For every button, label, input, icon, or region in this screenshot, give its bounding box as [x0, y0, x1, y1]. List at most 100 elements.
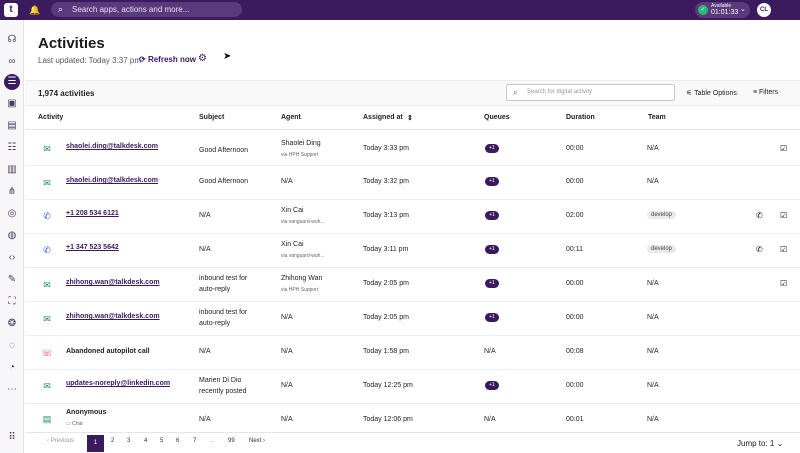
jump-value: 1	[769, 439, 775, 448]
phone-call-icon[interactable]: ✆	[756, 245, 763, 254]
activity-contact[interactable]: +1 347 523 5642	[66, 244, 119, 251]
queues-badge[interactable]: +1	[485, 381, 499, 390]
table-row[interactable]: ✆ +1 347 523 5642 N/A Xin Cai via vangua…	[25, 234, 800, 268]
available-status-icon: ✓	[698, 5, 708, 15]
table-row[interactable]: ✉ updates-noreply@linkedin.com Marien Di…	[25, 370, 800, 404]
queues-badge[interactable]: +1	[485, 245, 499, 254]
column-team[interactable]: Team	[648, 114, 666, 121]
page-button[interactable]: 7	[193, 438, 197, 444]
queues-badge[interactable]: +1	[485, 144, 499, 153]
more-icon[interactable]: ⋯	[7, 384, 17, 395]
activity-channel: ▭ Chat	[66, 421, 83, 427]
refresh-now-button[interactable]: ⟳ Refresh now	[139, 55, 196, 64]
global-search[interactable]: ⌕ Search apps, actions and more...	[51, 2, 242, 17]
agent-via: via HPH Support	[281, 152, 319, 158]
team: N/A	[647, 416, 659, 423]
page-button[interactable]: 4	[144, 438, 148, 444]
status-selector[interactable]: ✓ Available 01:01:33 ⌄	[695, 2, 750, 18]
team: N/A	[647, 314, 659, 321]
table-row[interactable]: ✉ zhihong.wan@talkdesk.com inbound test …	[25, 302, 800, 336]
sliders-icon: ⚟	[686, 90, 695, 97]
page-ellipsis: ...	[210, 438, 216, 444]
knowledge-book-icon[interactable]: ▥	[7, 164, 17, 175]
subject: Marien Di Dio	[199, 377, 242, 384]
agent-name: N/A	[281, 348, 293, 355]
page-button[interactable]: 1	[87, 435, 104, 452]
users-icon[interactable]: ☷	[7, 142, 17, 153]
subject: inbound test for	[199, 275, 248, 282]
next-page-button[interactable]: Next ›	[249, 438, 265, 444]
table-row[interactable]: ▤ Anonymous ▭ Chat N/A N/A Today 12:06 p…	[25, 404, 800, 432]
column-assigned-at[interactable]: Assigned at	[363, 114, 403, 121]
gear-icon[interactable]: ⚙	[198, 53, 207, 64]
assigned-at: Today 1:58 pm	[363, 348, 409, 355]
filters-button[interactable]: ≡ Filters	[753, 89, 778, 96]
table-row[interactable]: ✉ shaolei.ding@talkdesk.com Good Afterno…	[25, 132, 800, 166]
previous-page-button[interactable]: ‹ Previous	[47, 438, 74, 444]
edit-icon[interactable]: ✎	[7, 274, 17, 285]
activity-contact[interactable]: shaolei.ding@talkdesk.com	[66, 177, 159, 184]
table-row[interactable]: ✉ zhihong.wan@talkdesk.com inbound test …	[25, 268, 800, 302]
page-button[interactable]: 3	[127, 438, 131, 444]
checkbox-icon[interactable]: ☑	[780, 279, 788, 288]
duration: 02:00	[566, 212, 584, 219]
frame-icon[interactable]: ⛶	[8, 296, 16, 307]
digital-activity-search-input[interactable]: ⌕ Search for digital activity	[506, 84, 675, 101]
queues-badge[interactable]: +1	[485, 211, 499, 220]
page-button[interactable]: 2	[111, 438, 115, 444]
activity-contact[interactable]: Abandoned autopilot call	[66, 348, 150, 355]
checkbox-icon[interactable]: ☑	[780, 245, 788, 254]
agent-name: N/A	[281, 416, 293, 423]
page-button[interactable]: 6	[176, 438, 180, 444]
activity-contact[interactable]: Anonymous	[66, 409, 107, 416]
avatar[interactable]: CL	[757, 3, 771, 17]
column-agent[interactable]: Agent	[281, 114, 301, 121]
activity-contact[interactable]: zhihong.wan@talkdesk.com	[66, 279, 160, 286]
fingerprint-icon[interactable]: ◎	[7, 208, 17, 219]
conversations-icon[interactable]: ☊	[7, 34, 17, 45]
gauge-icon[interactable]: ◔	[8, 362, 16, 373]
clipboard-icon[interactable]: ▤	[7, 120, 17, 131]
checkbox-icon[interactable]: ☑	[780, 144, 788, 153]
table-row[interactable]: ✆ +1 208 534 6121 N/A Xin Cai via vangua…	[25, 200, 800, 234]
phone-call-icon[interactable]: ✆	[756, 211, 763, 220]
email-icon: ✉	[43, 178, 51, 188]
flow-icon[interactable]: ⋔	[7, 186, 17, 197]
column-duration[interactable]: Duration	[566, 114, 595, 121]
sort-icon[interactable]: ⇕	[407, 115, 413, 122]
table-options-button[interactable]: ⚟ Table Options	[686, 89, 737, 97]
queues-badge[interactable]: +1	[485, 279, 499, 288]
chat-bubble-icon: ▭	[66, 421, 73, 427]
brain-icon[interactable]: ❂	[7, 318, 17, 329]
column-subject[interactable]: Subject	[199, 114, 225, 121]
jump-to[interactable]: Jump to: 1 ⌄	[737, 439, 783, 448]
checkbox-icon[interactable]: ☑	[780, 211, 788, 220]
activity-contact[interactable]: shaolei.ding@talkdesk.com	[66, 143, 159, 150]
queues-badge[interactable]: +1	[485, 177, 499, 186]
column-queues[interactable]: Queues	[484, 114, 510, 121]
code-icon[interactable]: ‹›	[8, 252, 16, 263]
page-button[interactable]: 5	[160, 438, 164, 444]
globe-icon[interactable]: ◍	[7, 230, 17, 241]
app-grid-icon[interactable]: ⠿	[8, 432, 16, 443]
subject: Good Afternoon	[199, 178, 249, 185]
pagination: ‹ Previous 1 2 3 4 5 6 7 ... 99 Next › J…	[25, 432, 800, 453]
queues-badge[interactable]: +1	[485, 313, 499, 322]
activities-icon[interactable]: ☰	[4, 74, 20, 90]
chat-icon: ▤	[42, 414, 52, 424]
table-row[interactable]: ☏ Abandoned autopilot call N/A N/A Today…	[25, 336, 800, 370]
contacts-icon[interactable]: ▣	[7, 98, 17, 109]
activity-contact[interactable]: updates-noreply@linkedin.com	[66, 380, 171, 387]
chat-bubble-icon[interactable]: ◌	[9, 340, 15, 351]
search-icon: ⌕	[58, 4, 64, 14]
agent-name: N/A	[281, 382, 293, 389]
talkdesk-logo-icon[interactable]: t	[4, 3, 18, 17]
page-button[interactable]: 99	[228, 438, 235, 444]
subject: N/A	[199, 246, 211, 253]
activity-contact[interactable]: +1 208 534 6121	[66, 210, 119, 217]
activity-contact[interactable]: zhihong.wan@talkdesk.com	[66, 313, 160, 320]
table-row[interactable]: ✉ shaolei.ding@talkdesk.com Good Afterno…	[25, 166, 800, 200]
column-activity[interactable]: Activity	[38, 114, 64, 121]
bell-icon[interactable]: 🔔	[29, 5, 41, 15]
voicemail-icon[interactable]: ∞	[8, 56, 16, 67]
